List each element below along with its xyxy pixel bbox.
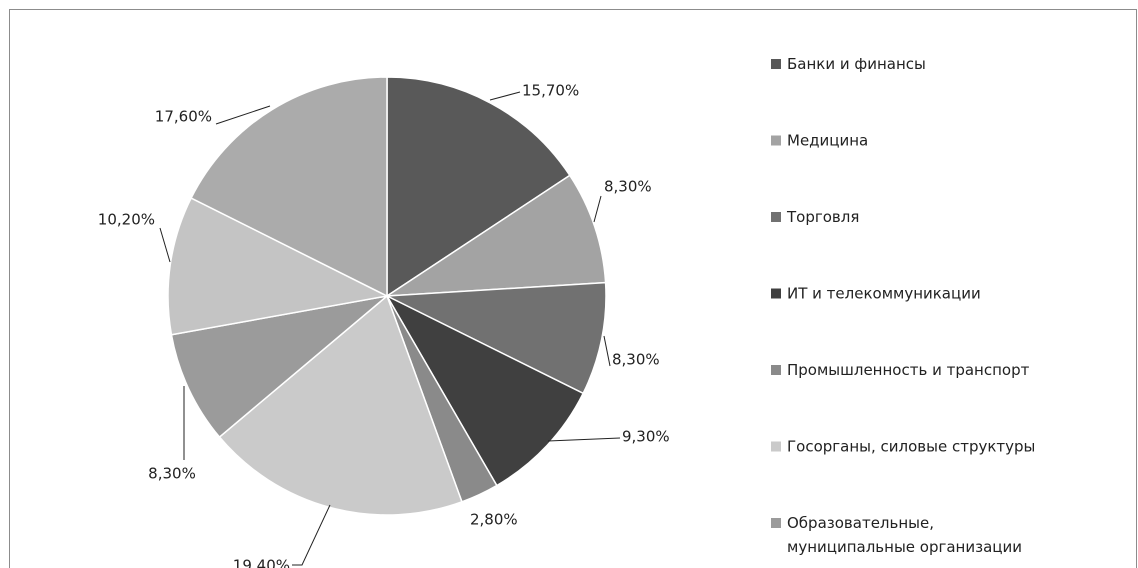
legend-label: Медицина: [787, 131, 868, 149]
legend-label: Образовательные, муниципальные организаци…: [787, 514, 1022, 556]
pie-slice: [385, 294, 585, 487]
data-label: 19,40%: [233, 557, 290, 568]
data-label: 17,60%: [155, 108, 212, 126]
legend-label: ИТ и телекоммуникации: [787, 284, 981, 302]
pie-slice: [218, 294, 463, 516]
leader-line: [547, 437, 621, 442]
leader-line: [292, 504, 331, 566]
legend-swatch: [771, 518, 781, 528]
legend-swatch: [771, 212, 781, 222]
data-label: 15,70%: [522, 82, 579, 100]
leader-line: [159, 227, 171, 263]
data-label: 2,80%: [470, 511, 518, 529]
legend-swatch: [771, 135, 781, 146]
legend-swatch: [771, 59, 781, 69]
data-label: 10,20%: [98, 211, 155, 229]
legend-swatch: [771, 441, 781, 452]
legend-swatch: [771, 365, 781, 375]
legend-label: Госорганы, силовые структуры: [787, 437, 1035, 455]
pie-slice: [167, 197, 390, 336]
data-label: 8,30%: [148, 465, 196, 483]
pie-slice: [384, 281, 607, 395]
legend-label: Промышленность и транспорт: [787, 361, 1030, 379]
legend-swatch: [771, 288, 781, 299]
leader-line: [593, 195, 602, 223]
leader-line: [215, 105, 271, 125]
pie-slice: [384, 174, 607, 297]
data-label: 8,30%: [612, 351, 660, 369]
legend-label: Банки и финансы: [787, 55, 926, 73]
pie-slice: [386, 76, 571, 298]
leader-line: [603, 335, 611, 367]
legend-label: Торговля: [786, 208, 859, 226]
pie-slice: [170, 294, 390, 439]
pie-slice: [190, 76, 388, 298]
leader-line: [489, 91, 521, 101]
data-label: 9,30%: [622, 428, 670, 446]
data-label: 8,30%: [604, 178, 652, 196]
